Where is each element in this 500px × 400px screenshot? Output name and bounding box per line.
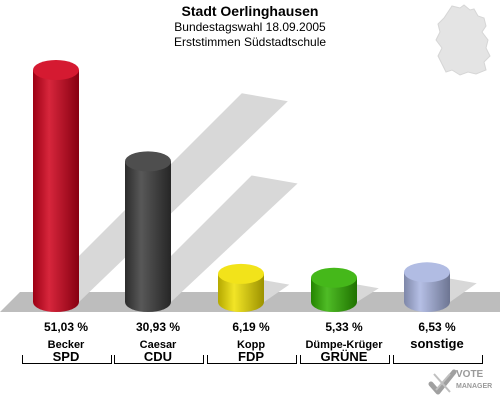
- candidate-label: Dümpe-Krüger: [305, 339, 383, 351]
- chart-subtitle-2: Erststimmen Südstadtschule: [173, 35, 327, 49]
- bar-grüne: [311, 267, 357, 312]
- bar-top: [404, 262, 450, 283]
- bar-body: [218, 273, 264, 312]
- category-bracket: [207, 355, 297, 364]
- value-label: 6,53 %: [418, 320, 456, 334]
- category-bracket: [300, 355, 390, 364]
- bar-top: [33, 60, 79, 80]
- bar-top: [125, 151, 171, 172]
- bar-fdp: [218, 263, 264, 312]
- candidate-label: Kopp: [236, 339, 266, 351]
- category-bracket: [22, 355, 112, 364]
- category-bracket: [393, 355, 483, 364]
- vote-manager-check-icon: [428, 369, 457, 395]
- category-bracket: [114, 355, 204, 364]
- chart-subtitle: Bundestagswahl 18.09.2005: [174, 20, 326, 34]
- germany-map-icon: [435, 4, 491, 76]
- logo-text-manager: MANAGER: [456, 383, 493, 390]
- value-label: 30,93 %: [135, 320, 181, 334]
- category-label: sonstige: [410, 336, 464, 351]
- bar-spd: [33, 60, 79, 312]
- bar-cdu: [125, 151, 171, 312]
- candidate-label: Caesar: [139, 339, 177, 351]
- value-label: 5,33 %: [325, 320, 363, 334]
- candidate-label: Becker: [47, 339, 85, 351]
- bar-sonstige: [404, 262, 450, 312]
- category-label: CDU: [143, 349, 173, 364]
- bar-top: [218, 263, 264, 284]
- value-label: 6,19 %: [232, 320, 270, 334]
- bar-top: [311, 267, 357, 288]
- bar-body: [33, 70, 79, 312]
- category-label: GRÜNE: [320, 349, 368, 364]
- chart-title: Stadt Oerlinghausen: [181, 3, 319, 19]
- logo-text-vote: VOTE: [456, 369, 484, 380]
- category-label: SPD: [52, 349, 80, 364]
- category-label: FDP: [238, 349, 264, 364]
- bar-body: [125, 161, 171, 312]
- value-label: 51,03 %: [43, 320, 89, 334]
- chart-header: Stadt Oerlinghausen Bundestagswahl 18.09…: [0, 3, 500, 50]
- bar-body: [404, 272, 450, 312]
